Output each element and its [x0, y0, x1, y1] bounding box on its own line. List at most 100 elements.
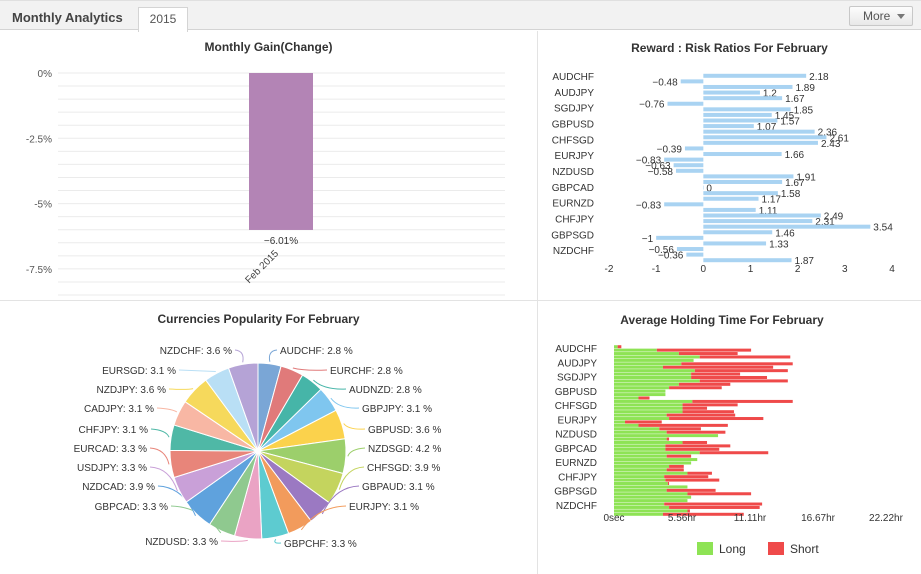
bar-short: [691, 375, 768, 379]
bar-long: [614, 499, 688, 503]
legend-long[interactable]: Long: [697, 542, 746, 556]
bar-short: [638, 423, 728, 427]
pie-leader-line: [220, 539, 248, 542]
bar: [703, 140, 818, 145]
x-tick-label: -2: [605, 264, 614, 275]
bar-long: [614, 410, 683, 414]
bar-long: [614, 399, 693, 403]
bar-long: [614, 345, 618, 349]
pie-leader-line: [157, 485, 196, 516]
chevron-down-icon: [897, 14, 905, 19]
bar: [703, 174, 794, 179]
pie-leader-line: [178, 369, 216, 373]
bar-short: [687, 509, 690, 513]
bar-long: [614, 403, 683, 407]
bar-short: [669, 505, 760, 509]
y-tick-label: -5%: [34, 200, 52, 211]
bar-short: [665, 447, 720, 451]
category-label: NZDCHF: [556, 501, 597, 512]
bar-long: [614, 365, 663, 369]
bar-long: [614, 352, 679, 356]
data-label: 2.61: [829, 133, 849, 144]
category-label: GBPSGD: [551, 230, 594, 241]
bar: [703, 118, 778, 123]
bar-short: [664, 475, 709, 479]
bar-short: [678, 352, 738, 356]
pie-slice: [227, 362, 259, 452]
bar-short: [682, 406, 708, 410]
data-label: 1.85: [794, 105, 814, 116]
data-label: −0.63: [645, 161, 671, 172]
bar-long: [614, 485, 688, 489]
category-label: GBPUSD: [555, 387, 597, 398]
category-label: SGDJPY: [554, 104, 594, 115]
bar-short: [664, 502, 763, 506]
more-button[interactable]: More: [849, 6, 913, 26]
bar-short: [669, 464, 684, 468]
bar-short: [638, 396, 650, 400]
data-label: 2.36: [818, 128, 838, 139]
bar-long: [614, 413, 667, 417]
category-label: GBPSGD: [554, 487, 597, 498]
bar-long: [614, 440, 683, 444]
bar: [703, 241, 767, 246]
data-label: 3.54: [873, 223, 893, 234]
bar-long: [614, 427, 660, 431]
bar-long: [614, 434, 719, 438]
pie-leader-line: [343, 423, 366, 430]
pie-label: EURSGD: 3.1 %: [102, 366, 176, 377]
bar-short: [662, 365, 774, 369]
bar: [703, 219, 813, 224]
data-label: 2.49: [824, 212, 844, 223]
data-label: −0.83: [636, 156, 662, 167]
bar: [703, 213, 821, 218]
bar-long: [614, 451, 700, 455]
pie-label: EURCHF: 2.8 %: [330, 366, 403, 377]
panel-divider-vertical: [537, 31, 538, 574]
bar: [703, 96, 783, 101]
pie-leader-line: [292, 367, 328, 371]
category-label: AUDCHF: [555, 344, 597, 355]
bar-long: [614, 372, 692, 376]
bar-long: [614, 355, 700, 359]
category-label: GBPCAD: [555, 444, 597, 455]
category-label: EURNZD: [552, 199, 594, 210]
bar: [676, 247, 704, 252]
data-label: 1.58: [781, 189, 801, 200]
bar: [703, 196, 759, 201]
pie-label: NZDJPY: 3.6 %: [97, 385, 167, 396]
bar: [664, 157, 704, 162]
bar-short: [699, 379, 788, 383]
pie-label: GBPJPY: 3.1 %: [362, 404, 432, 415]
tab-2015[interactable]: 2015: [138, 7, 188, 32]
data-label: 1.2: [763, 89, 777, 100]
bar-long: [614, 379, 700, 383]
bar-short: [682, 403, 738, 407]
legend-short[interactable]: Short: [768, 542, 819, 556]
category-label: EURJPY: [555, 151, 595, 162]
category-label: GBPUSD: [552, 120, 594, 131]
data-label: −0.76: [639, 100, 665, 111]
bar: [703, 224, 871, 229]
bar-short: [662, 512, 744, 516]
pie-leader-line: [321, 485, 360, 515]
bar-short: [617, 345, 622, 349]
category-label: NZDUSD: [552, 167, 594, 178]
legend-short-label: Short: [790, 542, 819, 556]
pie-label: CHFJPY: 3.1 %: [79, 425, 149, 436]
bar-long: [614, 423, 639, 427]
category-label: CHFSGD: [555, 401, 597, 412]
category-label: EURJPY: [558, 415, 598, 426]
pie-leader-line: [234, 349, 244, 363]
bar-long: [614, 375, 692, 379]
pie-leader-line: [300, 505, 347, 531]
bar-short: [678, 382, 731, 386]
bar-long: [614, 437, 667, 441]
bar-short: [659, 427, 701, 431]
category-label: EURNZD: [555, 458, 597, 469]
bar-long: [614, 461, 692, 465]
bar-long: [614, 468, 667, 472]
bar-short: [666, 430, 726, 434]
data-label: 1.91: [796, 172, 816, 183]
